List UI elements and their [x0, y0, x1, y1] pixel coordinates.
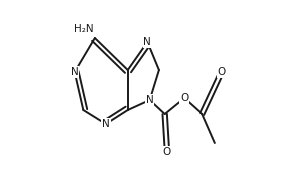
Text: N: N [102, 119, 110, 129]
Text: N: N [144, 37, 151, 47]
Text: O: O [163, 147, 171, 157]
Text: N: N [71, 67, 79, 77]
Text: O: O [218, 67, 226, 77]
Text: H₂N: H₂N [74, 24, 93, 34]
Text: N: N [146, 95, 154, 105]
Text: O: O [180, 93, 188, 103]
